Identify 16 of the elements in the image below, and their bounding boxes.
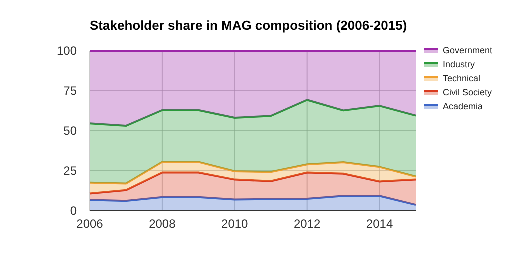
y-tick-label: 100 — [56, 44, 78, 58]
chart-title: Stakeholder share in MAG composition (2006-2015) — [90, 18, 408, 33]
x-tick-label: 2014 — [366, 217, 394, 231]
y-tick-label: 0 — [70, 204, 78, 218]
legend-label: Industry — [443, 60, 476, 70]
legend-label: Government — [443, 46, 494, 56]
y-tick-label: 50 — [64, 124, 78, 138]
legend-label: Technical — [443, 74, 481, 84]
x-tick-label: 2008 — [149, 217, 176, 231]
x-tick-label: 2010 — [222, 217, 249, 231]
y-tick-label: 25 — [64, 164, 78, 178]
x-tick-label: 2012 — [294, 217, 322, 231]
x-tick-label: 2006 — [76, 217, 104, 231]
y-tick-label: 75 — [64, 84, 78, 98]
legend-label: Academia — [443, 102, 484, 112]
legend-label: Civil Society — [443, 88, 493, 98]
